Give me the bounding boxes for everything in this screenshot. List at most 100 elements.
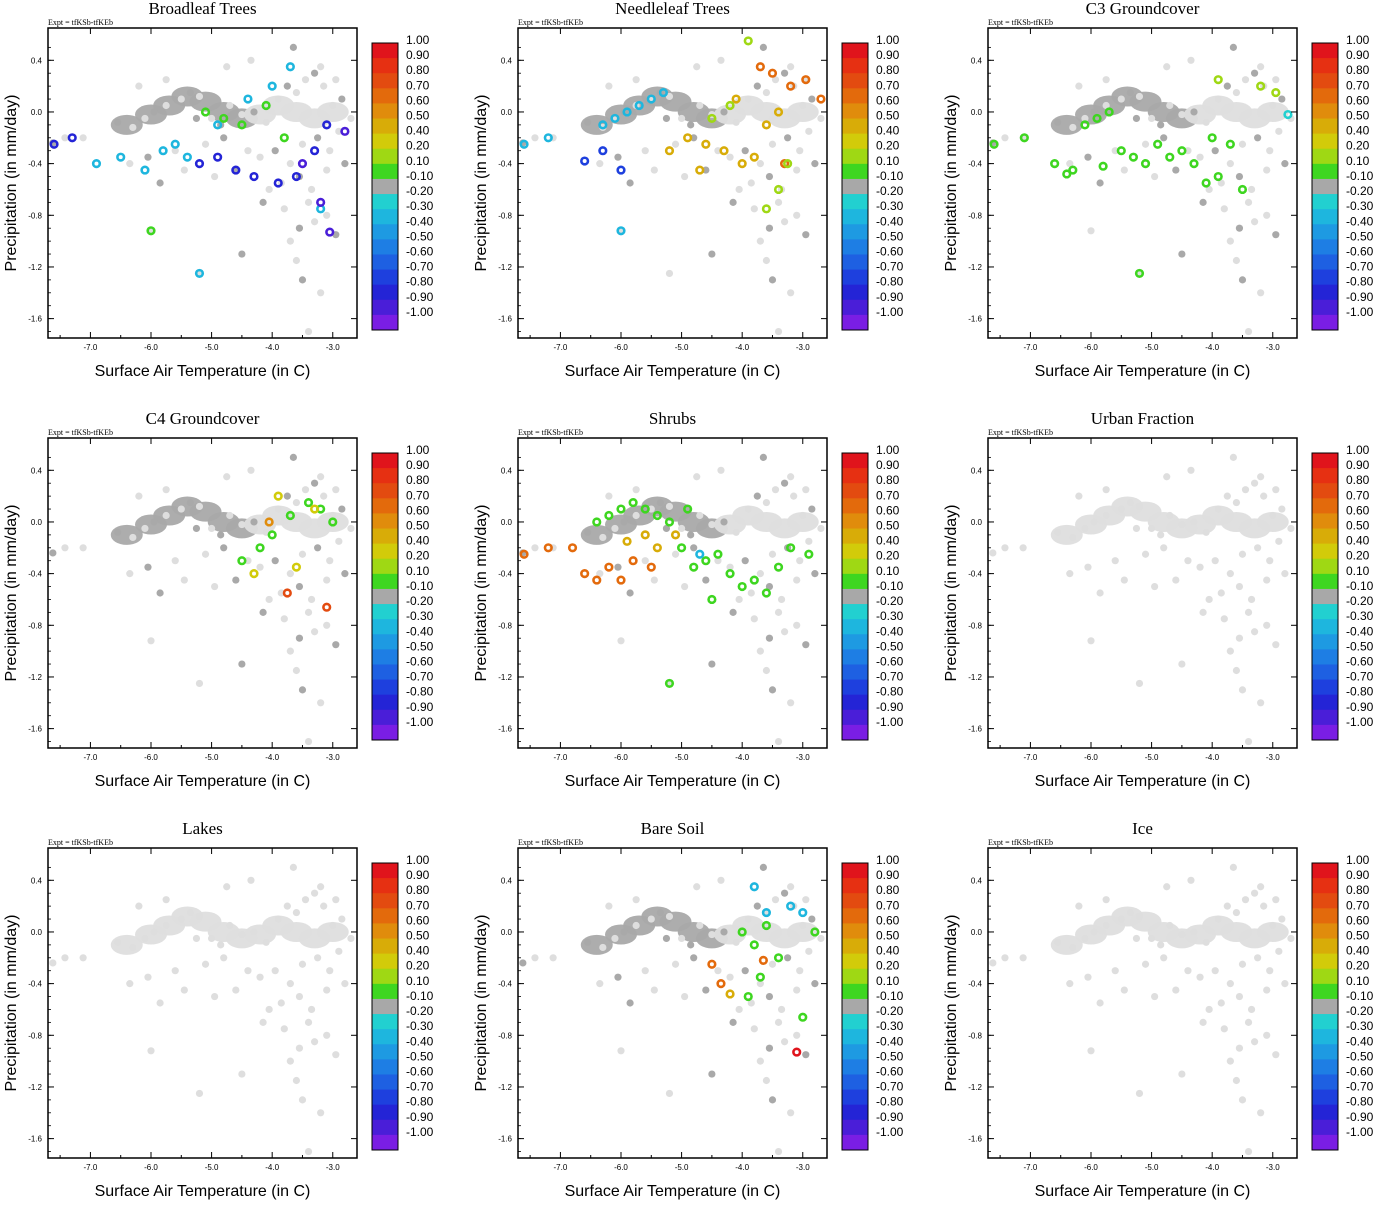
colorbar-label: 0.80	[1346, 883, 1370, 897]
base-point	[717, 56, 725, 64]
base-point	[519, 959, 527, 967]
colorbar-swatch	[372, 58, 398, 74]
panel-needleleaf-trees: Needleleaf Trees Expt = tfKSb-tfKEb -7.0 -6…	[470, 0, 940, 410]
base-point	[341, 980, 349, 988]
base-point	[301, 896, 310, 904]
base-point	[226, 511, 234, 520]
base-point	[762, 498, 771, 507]
base-point	[1272, 896, 1280, 904]
base-point	[796, 557, 804, 565]
base-point	[1275, 537, 1283, 545]
data-point	[1207, 133, 1217, 143]
data-point	[622, 536, 632, 546]
base-point	[584, 528, 592, 536]
base-point	[614, 563, 622, 571]
data-point	[325, 227, 335, 237]
data-point	[592, 517, 602, 527]
base-point	[1066, 570, 1074, 578]
base-point	[617, 1047, 625, 1055]
data-point	[658, 87, 669, 98]
base-point	[1238, 960, 1247, 968]
base-point	[1263, 986, 1271, 994]
base-point	[1247, 185, 1256, 194]
expt-label: Expt = tfKSb-tfKEb	[988, 428, 1053, 437]
base-point	[1257, 699, 1265, 707]
x-tick-label: -3.0	[1266, 1163, 1280, 1172]
points-group	[989, 453, 1295, 746]
base-point	[61, 544, 69, 552]
base-point	[656, 908, 664, 917]
colorbar-label: 0.10	[406, 154, 430, 168]
colorbar-label: -0.90	[406, 700, 434, 714]
point-cluster	[1256, 511, 1289, 532]
x-tick-label: -4.0	[265, 1163, 279, 1172]
base-point	[647, 915, 655, 923]
data-point	[640, 504, 650, 514]
colorbar-swatch	[842, 1044, 868, 1060]
base-point	[1211, 147, 1219, 155]
data-point	[1104, 107, 1114, 117]
base-point	[777, 1005, 786, 1014]
colorbar-swatch	[1312, 73, 1338, 89]
base-point	[271, 147, 279, 155]
x-tick-label: -4.0	[1205, 343, 1219, 352]
base-point	[1069, 533, 1077, 542]
base-point	[265, 1005, 273, 1014]
base-point	[259, 1018, 267, 1026]
base-point	[307, 1005, 316, 1014]
base-point	[1250, 69, 1259, 77]
data-point	[1092, 113, 1102, 124]
colorbar-label: 1.00	[1346, 853, 1370, 867]
base-point	[605, 902, 613, 910]
base-point	[129, 533, 137, 542]
base-point	[702, 166, 710, 174]
colorbar-swatch	[842, 679, 868, 696]
base-point	[735, 185, 743, 194]
colorbar-swatch	[1312, 148, 1338, 165]
data-point	[707, 594, 717, 605]
base-point	[256, 563, 264, 571]
colorbar-swatch	[372, 604, 398, 620]
colorbar-swatch	[1312, 1119, 1338, 1136]
data-point	[798, 907, 808, 918]
colorbar-swatch	[1312, 314, 1338, 331]
colorbar-swatch	[842, 1059, 868, 1075]
base-point	[765, 582, 774, 591]
colorbar-label: -0.30	[876, 199, 904, 213]
colorbar-swatch	[842, 908, 868, 924]
base-point	[1205, 185, 1213, 194]
base-point	[1244, 327, 1253, 336]
base-point	[681, 582, 689, 591]
data-point	[543, 543, 553, 553]
colorbar-label: 1.00	[876, 853, 900, 867]
colorbar-label: 0.80	[876, 63, 900, 77]
base-point	[708, 930, 716, 939]
base-point	[768, 1096, 777, 1104]
base-point	[1235, 992, 1244, 1001]
base-point	[195, 92, 204, 101]
base-point	[1263, 1031, 1271, 1039]
base-point	[1157, 531, 1165, 539]
colorbar-label: 0.10	[1346, 974, 1370, 988]
colorbar-label: 0.70	[1346, 898, 1370, 912]
colorbar-swatch	[372, 163, 398, 180]
data-point	[761, 204, 772, 214]
panel-broadleaf-trees: Broadleaf Trees Expt = tfKSb-tfKEb -7.0 -6.…	[0, 0, 470, 410]
base-point	[1205, 1005, 1213, 1014]
expt-label: Expt = tfKSb-tfKEb	[988, 18, 1053, 27]
base-point	[1054, 528, 1062, 536]
base-point	[1263, 576, 1271, 584]
colorbar-label: 0.80	[1346, 473, 1370, 487]
base-point	[1223, 82, 1231, 90]
y-tick-label: 0.0	[971, 518, 983, 527]
colorbar-swatch	[1312, 619, 1338, 635]
base-point	[780, 479, 789, 487]
base-point	[756, 570, 764, 578]
base-point	[295, 224, 304, 232]
x-tick-label: -3.0	[326, 343, 340, 352]
base-point	[1087, 1047, 1095, 1055]
base-point	[656, 498, 664, 507]
base-point	[217, 531, 225, 539]
colorbar-label: -0.10	[1346, 579, 1373, 593]
y-tick-label: 0.4	[501, 466, 513, 475]
